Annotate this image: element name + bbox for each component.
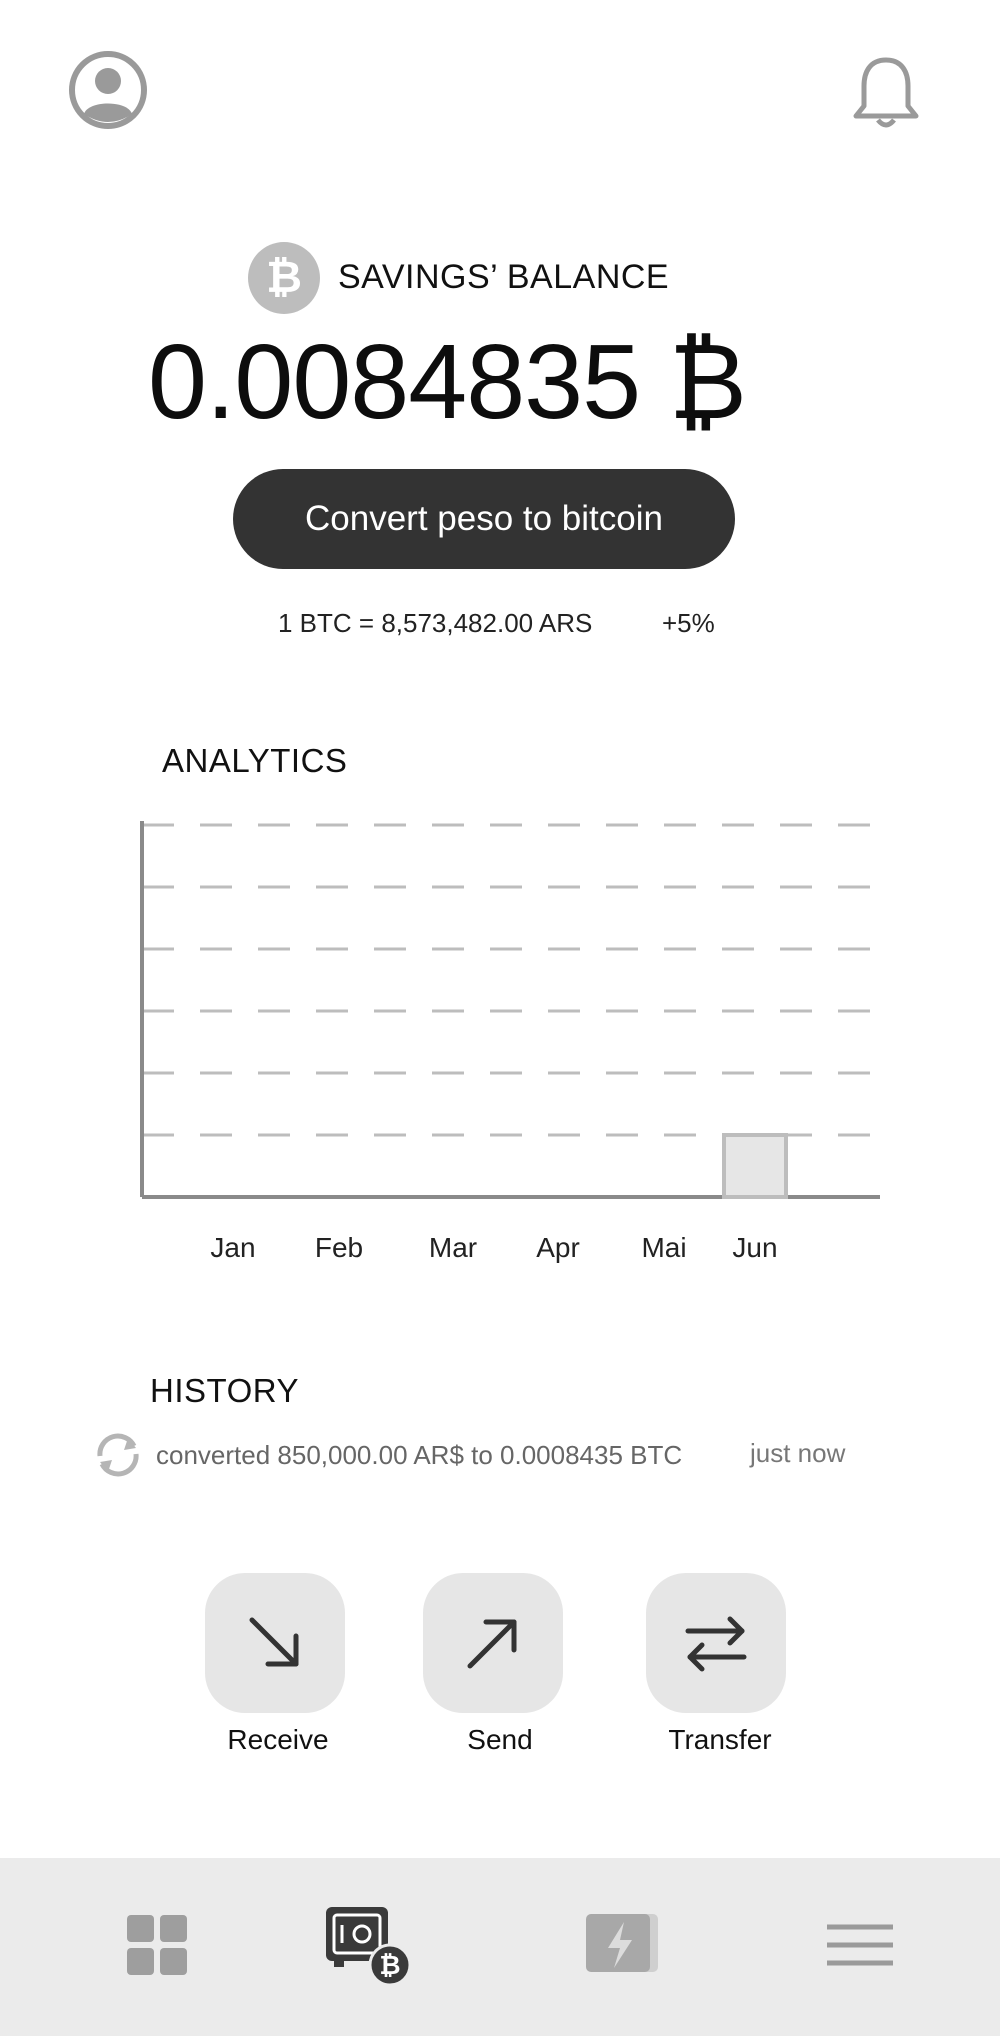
nav-savings-badge: ₿ — [379, 1951, 400, 1981]
chart-x-tick-label: Jun — [732, 1232, 778, 1263]
arrow-down-right-icon — [249, 1617, 299, 1667]
analytics-chart — [140, 821, 880, 1199]
chart-x-tick-label: Apr — [536, 1232, 580, 1263]
send-button[interactable] — [423, 1573, 563, 1713]
history-title: HISTORY — [150, 1372, 299, 1409]
chart-x-tick-label: Feb — [314, 1232, 364, 1263]
send-label: Send — [467, 1724, 533, 1755]
user-circle-icon[interactable] — [68, 50, 148, 130]
nav-lightning[interactable] — [572, 1900, 672, 1990]
nav-dashboard[interactable] — [107, 1900, 207, 1990]
bitcoin-symbol: ₿ — [266, 253, 302, 302]
menu-icon — [827, 1924, 893, 1966]
bitcoin-icon: ₿ — [248, 242, 320, 314]
transfer-label: Transfer — [668, 1724, 772, 1755]
balance-amount: 0.0084835 ₿ — [148, 323, 747, 441]
chart-x-tick-label: Mar — [428, 1232, 478, 1263]
lightning-icon — [586, 1914, 658, 1972]
bell-icon[interactable] — [852, 54, 920, 132]
history-item[interactable]: converted 850,000.00 AR$ to 0.0008435 BT… — [90, 1432, 880, 1478]
bitcoin-safe-icon: ₿ — [326, 1907, 412, 1987]
chart-x-tick-label: Mai — [641, 1232, 687, 1263]
nav-savings[interactable]: ₿ — [318, 1900, 418, 1990]
balance-label: SAVINGS’ BALANCE — [338, 258, 670, 296]
refresh-icon — [97, 1433, 139, 1477]
arrow-up-right-icon — [467, 1619, 517, 1669]
exchange-rate: 1 BTC = 8,573,482.00 ARS — [278, 608, 593, 638]
receive-label: Receive — [227, 1724, 329, 1755]
convert-peso-button[interactable]: Convert peso to bitcoin — [233, 469, 735, 569]
chart-x-tick-label: Jan — [210, 1232, 256, 1263]
transfer-button[interactable] — [646, 1573, 786, 1713]
history-item-text: converted 850,000.00 AR$ to 0.0008435 BT… — [156, 1440, 683, 1470]
nav-menu[interactable] — [810, 1900, 910, 1990]
receive-button[interactable] — [205, 1573, 345, 1713]
history-item-time: just now — [750, 1438, 846, 1468]
swap-arrows-icon — [685, 1616, 747, 1672]
chart-bar-jun — [722, 1133, 788, 1199]
analytics-title: ANALYTICS — [162, 742, 348, 779]
rate-change: +5% — [662, 608, 715, 638]
dashboard-grid-icon — [127, 1915, 187, 1975]
